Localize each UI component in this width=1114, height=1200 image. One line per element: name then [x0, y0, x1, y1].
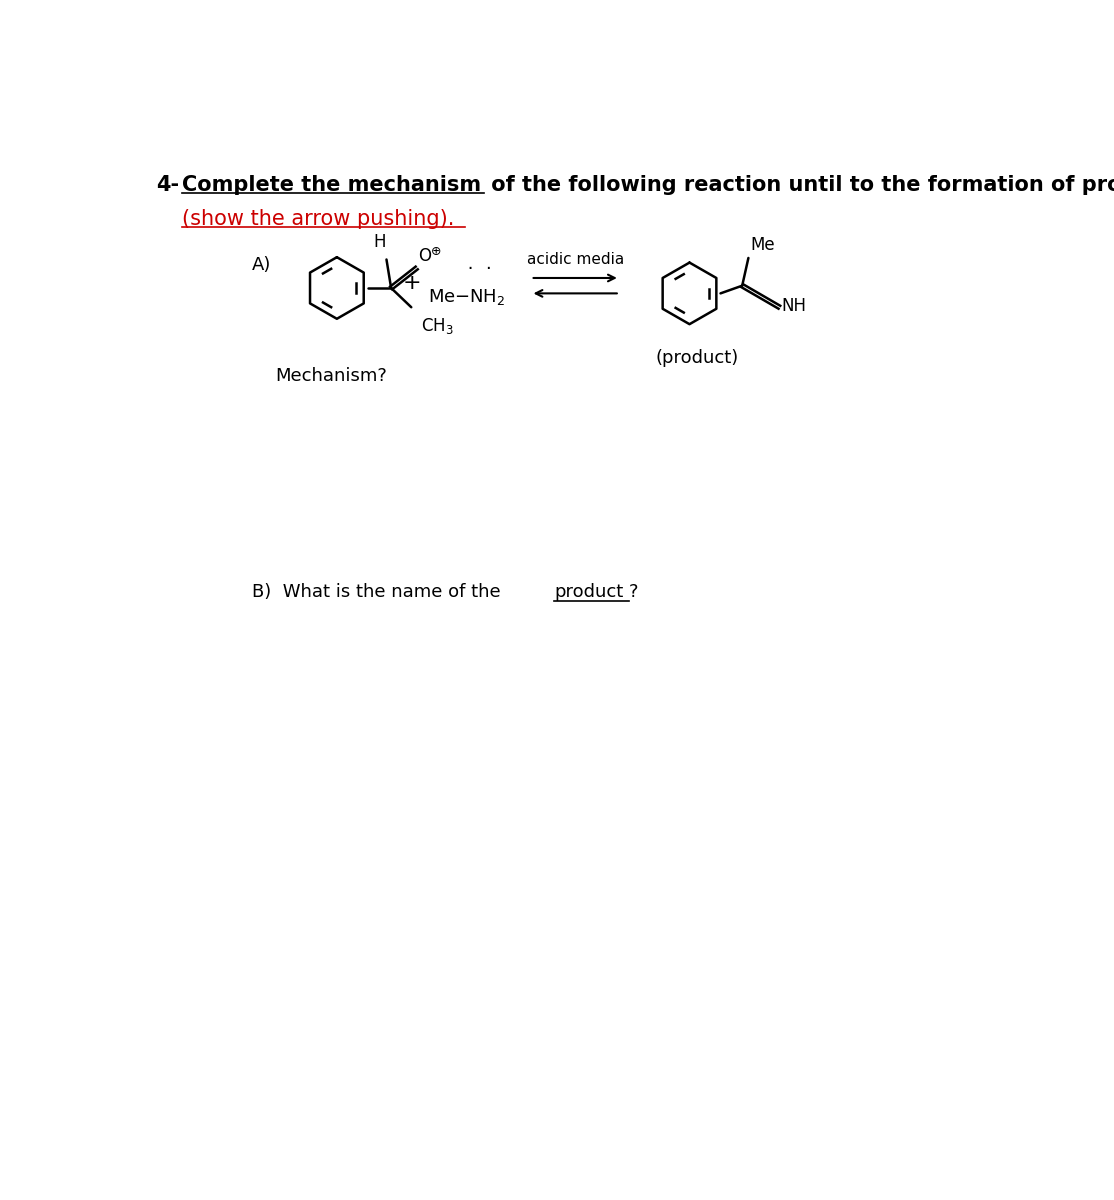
- Text: CH$_3$: CH$_3$: [421, 317, 453, 336]
- Text: ?: ?: [629, 583, 638, 601]
- Text: Complete the mechanism: Complete the mechanism: [182, 175, 481, 194]
- Text: acidic media: acidic media: [527, 252, 624, 268]
- Text: (product): (product): [656, 349, 739, 367]
- Text: Me: Me: [750, 236, 774, 254]
- Text: of the following reaction until to the formation of product: of the following reaction until to the f…: [485, 175, 1114, 194]
- Text: Me−NH$_2$: Me−NH$_2$: [428, 287, 506, 307]
- Text: . .: . .: [466, 257, 492, 272]
- Text: +: +: [403, 272, 421, 293]
- Text: H: H: [373, 233, 385, 251]
- Text: (show the arrow pushing).: (show the arrow pushing).: [182, 210, 455, 229]
- Text: ⊕: ⊕: [431, 245, 441, 258]
- Text: B)  What is the name of the: B) What is the name of the: [252, 583, 506, 601]
- Text: 4-: 4-: [156, 175, 179, 194]
- Text: NH: NH: [782, 296, 807, 314]
- Text: product: product: [554, 583, 623, 601]
- Text: O: O: [418, 247, 431, 265]
- Text: Mechanism?: Mechanism?: [275, 367, 387, 385]
- Text: A): A): [252, 256, 271, 274]
